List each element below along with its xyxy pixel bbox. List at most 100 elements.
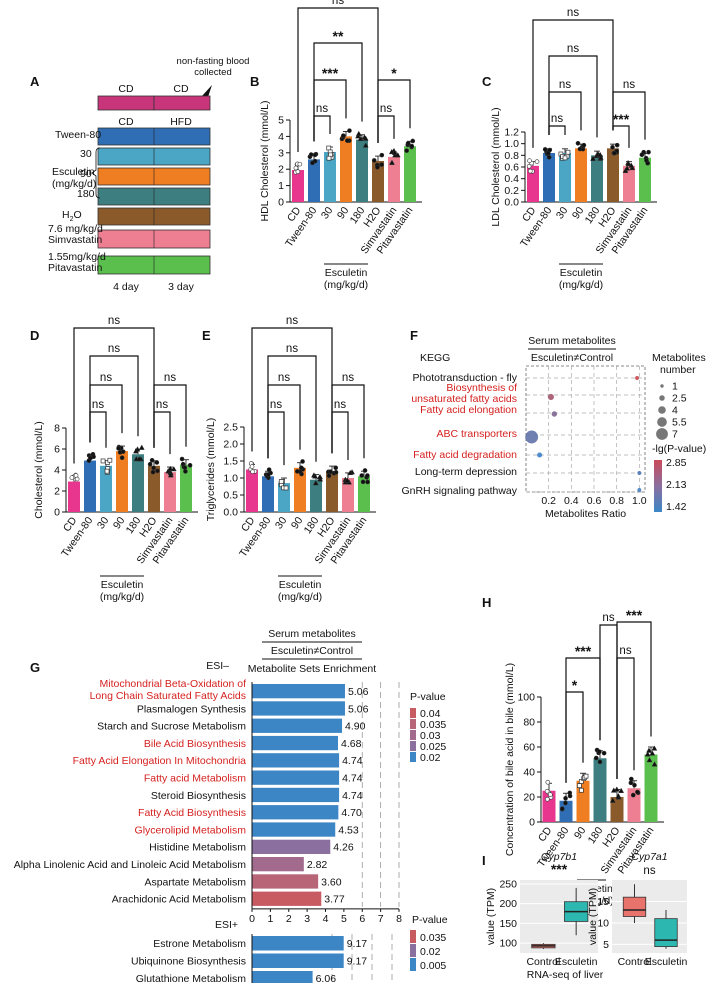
category-label: Bile Acid Biosynthesis xyxy=(144,738,246,750)
data-point xyxy=(347,469,354,476)
significance-bracket xyxy=(313,115,331,142)
data-point xyxy=(359,473,365,478)
size-legend-dot xyxy=(657,417,667,427)
data-point xyxy=(630,792,636,798)
bar-value-label: 9.17 xyxy=(347,938,368,950)
data-point xyxy=(362,468,368,473)
bar-value-label: 4.74 xyxy=(342,790,363,802)
bar xyxy=(324,151,336,202)
bar xyxy=(607,148,619,202)
data-point xyxy=(527,158,532,164)
x-tick-label: Esculetin xyxy=(555,956,598,968)
y-tick-label: 0 xyxy=(278,197,284,209)
data-point xyxy=(362,135,369,141)
data-point xyxy=(624,165,631,171)
x-tick-label: 30 xyxy=(95,515,112,532)
pathway-label: Long-term depression xyxy=(415,466,517,478)
day3-label: 3 day xyxy=(168,281,194,293)
simva-label: Simvastatin xyxy=(48,234,102,246)
y-tick-label: 80 xyxy=(523,717,535,729)
y-tick-label: 4 xyxy=(54,465,60,477)
data-point xyxy=(544,788,550,794)
data-point xyxy=(610,787,617,793)
x-tick-label: 0.4 xyxy=(564,495,579,507)
chart-e: 0.0 0.5 1.0 1.5 2.0 2.5 Triglycerides (mmol/L)… xyxy=(205,315,376,603)
y-axis-label: LDL Cholesterol (mmol/L) xyxy=(490,107,502,226)
x-tick-label: 5 xyxy=(341,913,347,925)
x-tick-label: Control xyxy=(526,956,560,968)
color-legend-label: 1.42 xyxy=(666,501,687,513)
box xyxy=(654,918,678,947)
data-point xyxy=(151,465,156,471)
bar xyxy=(543,153,555,202)
color-legend-bar xyxy=(654,460,662,512)
data-point xyxy=(527,168,533,174)
y-tick-label: 100 xyxy=(517,692,535,704)
significance-label: *** xyxy=(575,643,592,659)
bar-value-label: 5.06 xyxy=(348,703,369,715)
pathway-label: Fatty acid elongation xyxy=(420,404,517,416)
y-axis-label: value (TPM) xyxy=(587,888,599,945)
significance-label: ns xyxy=(619,645,631,657)
significance-label: ns xyxy=(334,399,346,411)
significance-label: ns xyxy=(108,343,120,355)
data-point xyxy=(646,149,651,155)
color-legend-label: 2.13 xyxy=(666,479,687,491)
significance-label: ns xyxy=(380,103,392,115)
box xyxy=(622,896,647,917)
enrichment-bar xyxy=(252,822,336,837)
y-tick-label: 40 xyxy=(523,767,535,779)
data-point xyxy=(526,164,532,169)
panel-d-label: D xyxy=(30,328,39,343)
size-legend-label: 7 xyxy=(672,429,678,441)
p-legend-swatch xyxy=(410,944,416,957)
p-legend-swatch xyxy=(410,752,416,762)
data-point xyxy=(597,749,602,755)
dose180-label: 180 xyxy=(77,188,95,200)
plot-frame xyxy=(525,365,646,493)
significance-label: ns xyxy=(602,612,614,624)
bar xyxy=(559,800,573,822)
chart-f: Serum metabolites Esculetin≠Control KEGG Ph… xyxy=(401,335,706,520)
y-tick-label: 1.0 xyxy=(223,473,238,485)
significance-label: ns xyxy=(551,113,563,125)
significance-bracket xyxy=(599,624,618,779)
data-point xyxy=(326,473,332,479)
significance-label: *** xyxy=(626,607,643,623)
esculetin-unit-label: (mg/kg/d) xyxy=(278,591,322,603)
data-point xyxy=(341,133,346,138)
data-point xyxy=(618,787,625,793)
y-tick-label: 15 xyxy=(597,896,609,908)
data-point xyxy=(345,138,350,143)
data-point xyxy=(628,780,634,786)
data-point xyxy=(360,479,366,485)
y-tick-label: 1 xyxy=(278,180,284,192)
bar xyxy=(527,165,539,202)
data-point xyxy=(409,143,415,149)
y-tick-label: 20 xyxy=(523,792,535,804)
enrichment-bar xyxy=(252,735,338,751)
significance-label: ns xyxy=(156,399,168,411)
significance-label: *** xyxy=(322,65,339,81)
bar xyxy=(164,472,176,512)
y-tick-label: 0.0 xyxy=(504,197,519,209)
data-point xyxy=(187,462,193,468)
significance-label: ns xyxy=(567,43,579,55)
data-point xyxy=(265,472,271,478)
pita-dose-label: 1.55mg/kg/d xyxy=(48,251,106,263)
bar xyxy=(68,481,80,512)
enrichment-bar xyxy=(252,953,344,968)
data-point xyxy=(167,472,174,478)
bar-value-label: 4.26 xyxy=(333,842,354,854)
y-tick-label: 0.6 xyxy=(504,162,519,174)
dose30-label: 30 xyxy=(80,148,92,160)
enrichment-bar xyxy=(252,971,313,983)
significance-bracket xyxy=(331,411,349,460)
significance-label: ns xyxy=(623,79,635,91)
significance-label: ns xyxy=(278,372,290,384)
arrow-icon xyxy=(202,85,212,97)
significance-label: ns xyxy=(567,7,579,19)
